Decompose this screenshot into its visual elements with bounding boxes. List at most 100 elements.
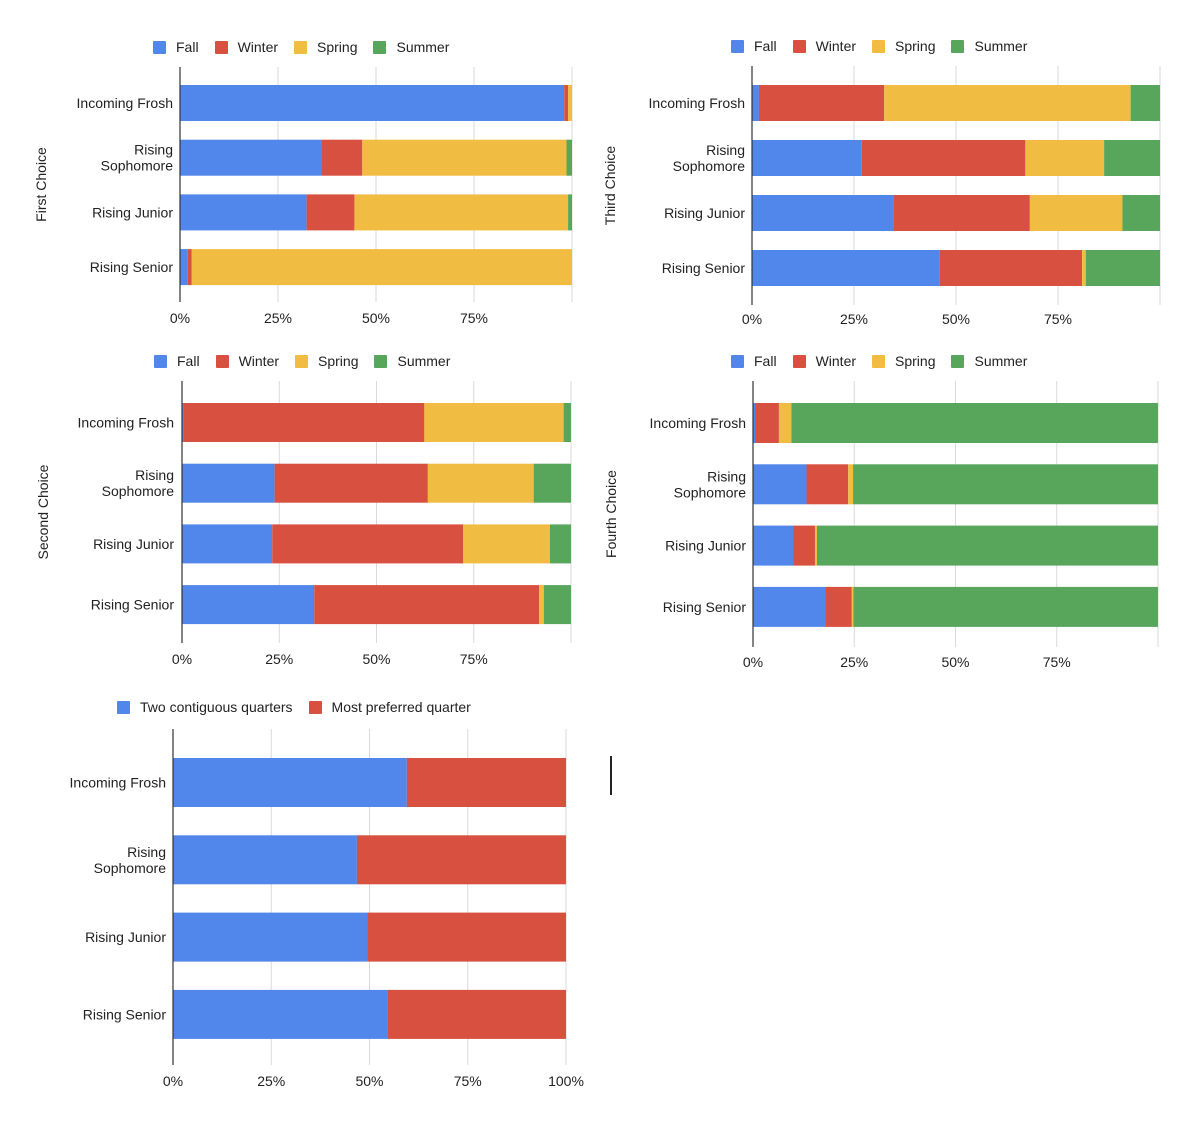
x-tick-label: 75%	[460, 310, 488, 326]
category-label: Incoming Frosh	[70, 775, 166, 791]
category-label: Rising Sophomore	[673, 142, 746, 174]
legend-swatch	[792, 39, 806, 53]
bar-segment-winter-rising-junior	[272, 524, 464, 564]
legend-swatch	[308, 700, 322, 714]
legend-item-summer[interactable]: Summer	[951, 353, 1027, 369]
bar-segment-fall-rising-senior	[753, 586, 826, 627]
legend-label: Spring	[895, 353, 936, 369]
x-tick-label: 25%	[840, 654, 868, 670]
x-tick-label: 0%	[743, 654, 763, 670]
legend-item-spring[interactable]: Spring	[872, 38, 935, 54]
bar-segment-spring-rising-junior	[354, 194, 569, 231]
bar-segment-fall-rising-junior	[753, 525, 794, 566]
category-label: Rising Junior	[665, 538, 746, 554]
bar-segment-summer-rising-senior	[853, 586, 1158, 627]
legend-item-spring[interactable]: Spring	[295, 353, 358, 369]
x-tick-label: 75%	[460, 651, 488, 667]
x-tick-label: 25%	[265, 651, 293, 667]
bar-segment-summer-rising-junior	[1122, 195, 1160, 231]
legend-item-winter[interactable]: Winter	[214, 39, 278, 55]
category-label: Rising Junior	[85, 929, 166, 945]
legend-label: Two contiguous quarters	[140, 699, 293, 715]
legend-item-fall[interactable]: Fall	[731, 353, 777, 369]
legend-item-summer[interactable]: Summer	[951, 38, 1027, 54]
legend-swatch	[872, 39, 886, 53]
legend-label: Most preferred quarter	[331, 699, 471, 715]
legend-item-fall[interactable]: Fall	[154, 353, 200, 369]
bar-segment-fall-rising-sophomore	[752, 140, 862, 176]
bar-segment-two-contiguous-quarters-rising-senior	[173, 989, 388, 1039]
legend-swatch	[731, 354, 744, 368]
legend-item-summer[interactable]: Summer	[373, 39, 449, 55]
bar-segment-spring-rising-sophomore	[362, 139, 567, 176]
bar-segment-winter-rising-senior	[187, 249, 192, 286]
legend-item-summer[interactable]: Summer	[374, 353, 450, 369]
legend-swatch	[731, 39, 744, 53]
legend-label: Winter	[815, 353, 857, 369]
bar-segment-summer-rising-senior	[543, 585, 571, 625]
legend-item-most-preferred-quarter[interactable]: Most preferred quarter	[308, 699, 471, 715]
x-tick-label: 50%	[941, 654, 969, 670]
legend-swatch	[295, 354, 309, 368]
legend: Fall Winter Spring Summer	[154, 353, 466, 369]
category-label: Rising Sophomore	[102, 467, 175, 499]
bar-segment-winter-rising-sophomore	[274, 463, 428, 503]
legend-item-winter[interactable]: Winter	[792, 353, 857, 369]
category-label: Incoming Frosh	[649, 95, 745, 111]
legend-label: Winter	[815, 38, 857, 54]
x-tick-label: 0%	[172, 651, 192, 667]
legend-item-winter[interactable]: Winter	[215, 353, 280, 369]
legend-label: Fall	[176, 39, 199, 55]
x-tick-label: 0%	[163, 1073, 183, 1089]
bar-segment-winter-incoming-frosh	[758, 85, 885, 121]
bar-segment-fall-rising-senior	[180, 249, 188, 286]
category-label: Rising Junior	[92, 204, 173, 220]
bar-segment-fall-incoming-frosh	[753, 403, 756, 443]
y-axis-title: Fourth Choice	[603, 470, 619, 558]
legend-item-two-contiguous-quarters[interactable]: Two contiguous quarters	[117, 699, 293, 715]
bar-segment-winter-rising-sophomore	[861, 140, 1026, 176]
legend-item-winter[interactable]: Winter	[792, 38, 857, 54]
bar-segment-summer-incoming-frosh	[791, 403, 1158, 443]
bar-segment-spring-rising-senior	[1082, 250, 1086, 286]
bar-segment-summer-rising-junior	[568, 194, 572, 231]
bar-segment-two-contiguous-quarters-rising-sophomore	[173, 835, 357, 885]
legend: Fall Winter Spring Summer	[731, 353, 1043, 369]
category-label: Rising Junior	[664, 205, 745, 221]
bar-segment-winter-rising-senior	[825, 586, 852, 627]
bar-segment-winter-rising-senior	[939, 250, 1083, 286]
bar-segment-winter-incoming-frosh	[755, 403, 779, 443]
category-label: Incoming Frosh	[77, 95, 173, 111]
x-tick-label: 50%	[362, 651, 390, 667]
bar-segment-most-preferred-quarter-incoming-frosh	[406, 758, 566, 807]
legend-swatch	[117, 700, 130, 714]
bar-segment-summer-rising-junior	[816, 525, 1158, 566]
bar-segment-fall-incoming-frosh	[752, 85, 759, 121]
legend-swatch	[374, 354, 388, 368]
bar-segment-spring-rising-junior	[463, 524, 550, 564]
legend-label: Fall	[177, 353, 200, 369]
x-tick-label: 50%	[942, 311, 970, 327]
legend-item-fall[interactable]: Fall	[153, 39, 199, 55]
y-axis-title: Third Choice	[602, 146, 618, 226]
bar-segment-fall-rising-sophomore	[182, 463, 275, 503]
legend-label: Spring	[318, 353, 359, 369]
category-label: Incoming Frosh	[650, 415, 746, 431]
bar-segment-fall-incoming-frosh	[180, 85, 565, 121]
legend-label: Winter	[238, 353, 280, 369]
bar-segment-winter-rising-sophomore	[806, 464, 849, 505]
legend-item-spring[interactable]: Spring	[294, 39, 357, 55]
bar-segment-summer-rising-sophomore	[853, 464, 1158, 505]
x-tick-label: 75%	[1044, 311, 1072, 327]
bar-segment-winter-rising-junior	[893, 195, 1030, 231]
bar-segment-summer-rising-sophomore	[1104, 140, 1160, 176]
legend-swatch	[154, 354, 167, 368]
legend-item-spring[interactable]: Spring	[872, 353, 935, 369]
legend-item-fall[interactable]: Fall	[731, 38, 777, 54]
bar-segment-spring-incoming-frosh	[884, 85, 1131, 121]
bar-segment-winter-rising-sophomore	[321, 139, 363, 176]
bar-segment-winter-rising-senior	[314, 585, 540, 625]
